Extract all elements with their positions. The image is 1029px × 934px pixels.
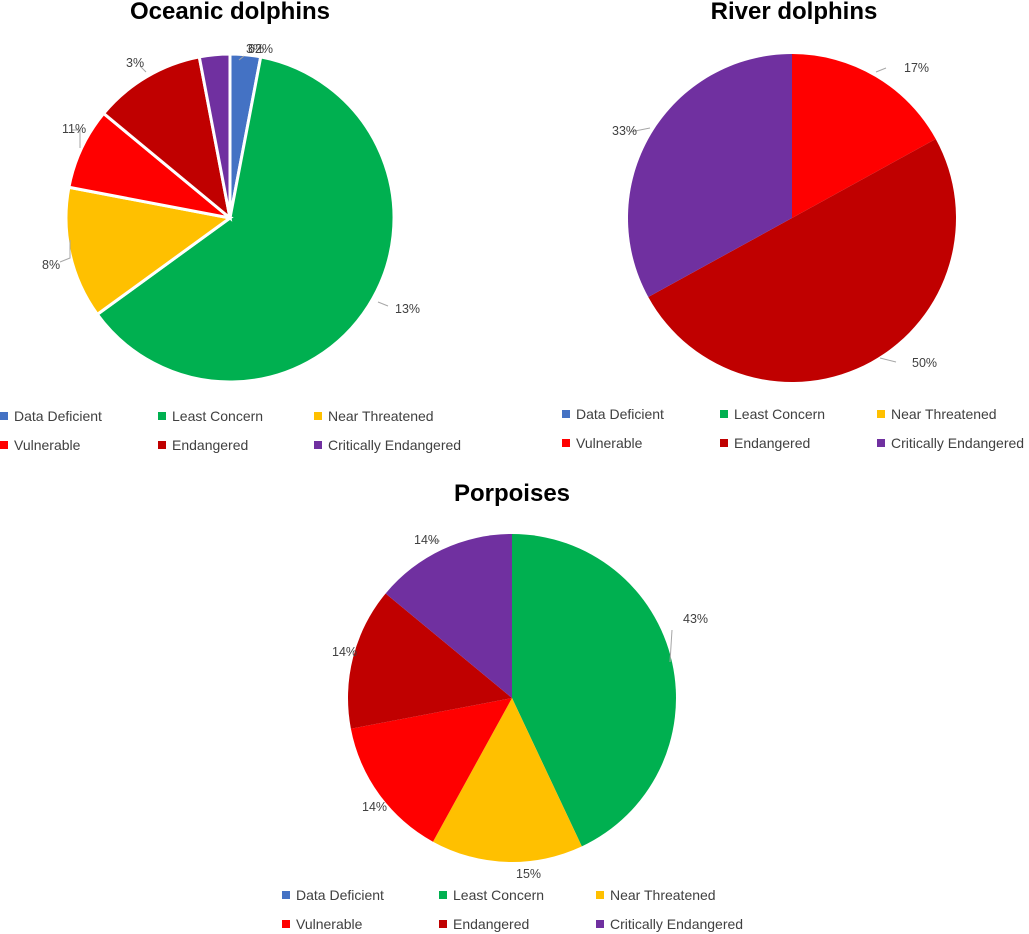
pie-slice-near-threatened	[432, 698, 582, 863]
legend-label: Vulnerable	[576, 435, 643, 451]
legend-item: Near Threatened	[314, 408, 434, 424]
legend-label: Critically Endangered	[328, 437, 462, 453]
legend-item: Data Deficient	[562, 406, 664, 422]
legend-swatch	[439, 891, 447, 899]
legend-label: Data Deficient	[14, 408, 102, 424]
legend-label: Data Deficient	[296, 887, 384, 903]
legend-item: Endangered	[720, 435, 810, 451]
pie-slice-critically-endangered	[385, 534, 512, 698]
legend-item: Data Deficient	[282, 887, 384, 903]
data-label: 62%	[248, 42, 273, 56]
legend-label: Near Threatened	[610, 887, 716, 903]
legend-item: Endangered	[439, 916, 529, 932]
legend-swatch	[314, 441, 322, 449]
legend-item: Near Threatened	[877, 406, 997, 422]
legend-label: Data Deficient	[576, 406, 664, 422]
pie-slice-endangered	[101, 55, 233, 222]
pie-slice-endangered	[648, 138, 956, 382]
legend-swatch	[0, 441, 8, 449]
pie-slice-vulnerable	[792, 54, 936, 218]
legend-swatch	[596, 891, 604, 899]
legend-swatch	[158, 412, 166, 420]
legend-label: Near Threatened	[891, 406, 997, 422]
leader-line	[72, 129, 81, 148]
data-label: 17%	[904, 61, 929, 75]
legend-swatch	[877, 410, 885, 418]
leader-line	[59, 240, 71, 263]
data-label: 33%	[612, 124, 637, 138]
leader-line	[629, 127, 651, 133]
legend-label: Vulnerable	[14, 437, 81, 453]
legend-swatch	[282, 920, 290, 928]
legend-label: Least Concern	[453, 887, 545, 903]
data-label: 14%	[414, 533, 439, 547]
legend-item: Critically Endangered	[314, 437, 461, 453]
legend-swatch	[720, 439, 728, 447]
data-label: 50%	[912, 356, 937, 370]
legend-item: Vulnerable	[562, 435, 642, 451]
legend-label: Endangered	[453, 916, 530, 932]
legend-label: Vulnerable	[296, 916, 363, 932]
legend-swatch	[596, 920, 604, 928]
legend-item: Least Concern	[720, 406, 825, 422]
legend-item: Endangered	[158, 437, 248, 453]
data-label: 15%	[516, 867, 541, 881]
legend-label: Least Concern	[172, 408, 264, 424]
data-label: 14%	[362, 800, 387, 814]
data-label: 13%	[395, 302, 420, 316]
leader-line	[879, 357, 897, 363]
legend-swatch	[562, 410, 570, 418]
data-label: 11%	[62, 122, 86, 136]
legend-label: Least Concern	[734, 406, 826, 422]
data-label: 43%	[683, 612, 708, 626]
chart-title-oceanic: Oceanic dolphins	[129, 0, 331, 25]
legend-swatch	[439, 920, 447, 928]
legend-swatch	[0, 412, 8, 420]
leader-line	[139, 65, 147, 73]
legend-label: Critically Endangered	[610, 916, 744, 932]
legend-label: Near Threatened	[328, 408, 434, 424]
legend-item: Least Concern	[439, 887, 544, 903]
legend-item: Near Threatened	[596, 887, 716, 903]
data-label: 3%	[126, 56, 144, 70]
pie-slice-endangered	[347, 593, 512, 729]
legend-swatch	[877, 439, 885, 447]
data-label: 8%	[42, 258, 60, 272]
pie-slice-vulnerable	[350, 698, 512, 842]
legend-swatch	[720, 410, 728, 418]
legend-swatch	[314, 412, 322, 420]
data-label: 14%	[332, 645, 357, 659]
legend-item: Vulnerable	[0, 437, 80, 453]
chart-title-river: River dolphins	[710, 0, 878, 25]
legend-item: Critically Endangered	[877, 435, 1024, 451]
leader-line	[377, 301, 389, 307]
leader-line	[875, 67, 887, 73]
leader-line	[238, 55, 245, 61]
pie-slice-least-concern	[95, 55, 396, 384]
pie-slice-least-concern	[512, 534, 676, 847]
pie-slice-critically-endangered	[197, 52, 232, 219]
chart-title-porpoises: Porpoises	[453, 480, 571, 507]
legend-item: Data Deficient	[0, 408, 102, 424]
legend-item: Vulnerable	[282, 916, 362, 932]
leader-line	[669, 629, 673, 663]
legend-swatch	[282, 891, 290, 899]
legend-label: Endangered	[734, 435, 811, 451]
legend-label: Endangered	[172, 437, 249, 453]
legend-item: Least Concern	[158, 408, 263, 424]
legend-swatch	[158, 441, 166, 449]
data-label: 3%	[246, 42, 264, 56]
legend-item: Critically Endangered	[596, 916, 743, 932]
legend-swatch	[562, 439, 570, 447]
legend-label: Critically Endangered	[891, 435, 1025, 451]
pie-slice-critically-endangered	[628, 54, 792, 298]
